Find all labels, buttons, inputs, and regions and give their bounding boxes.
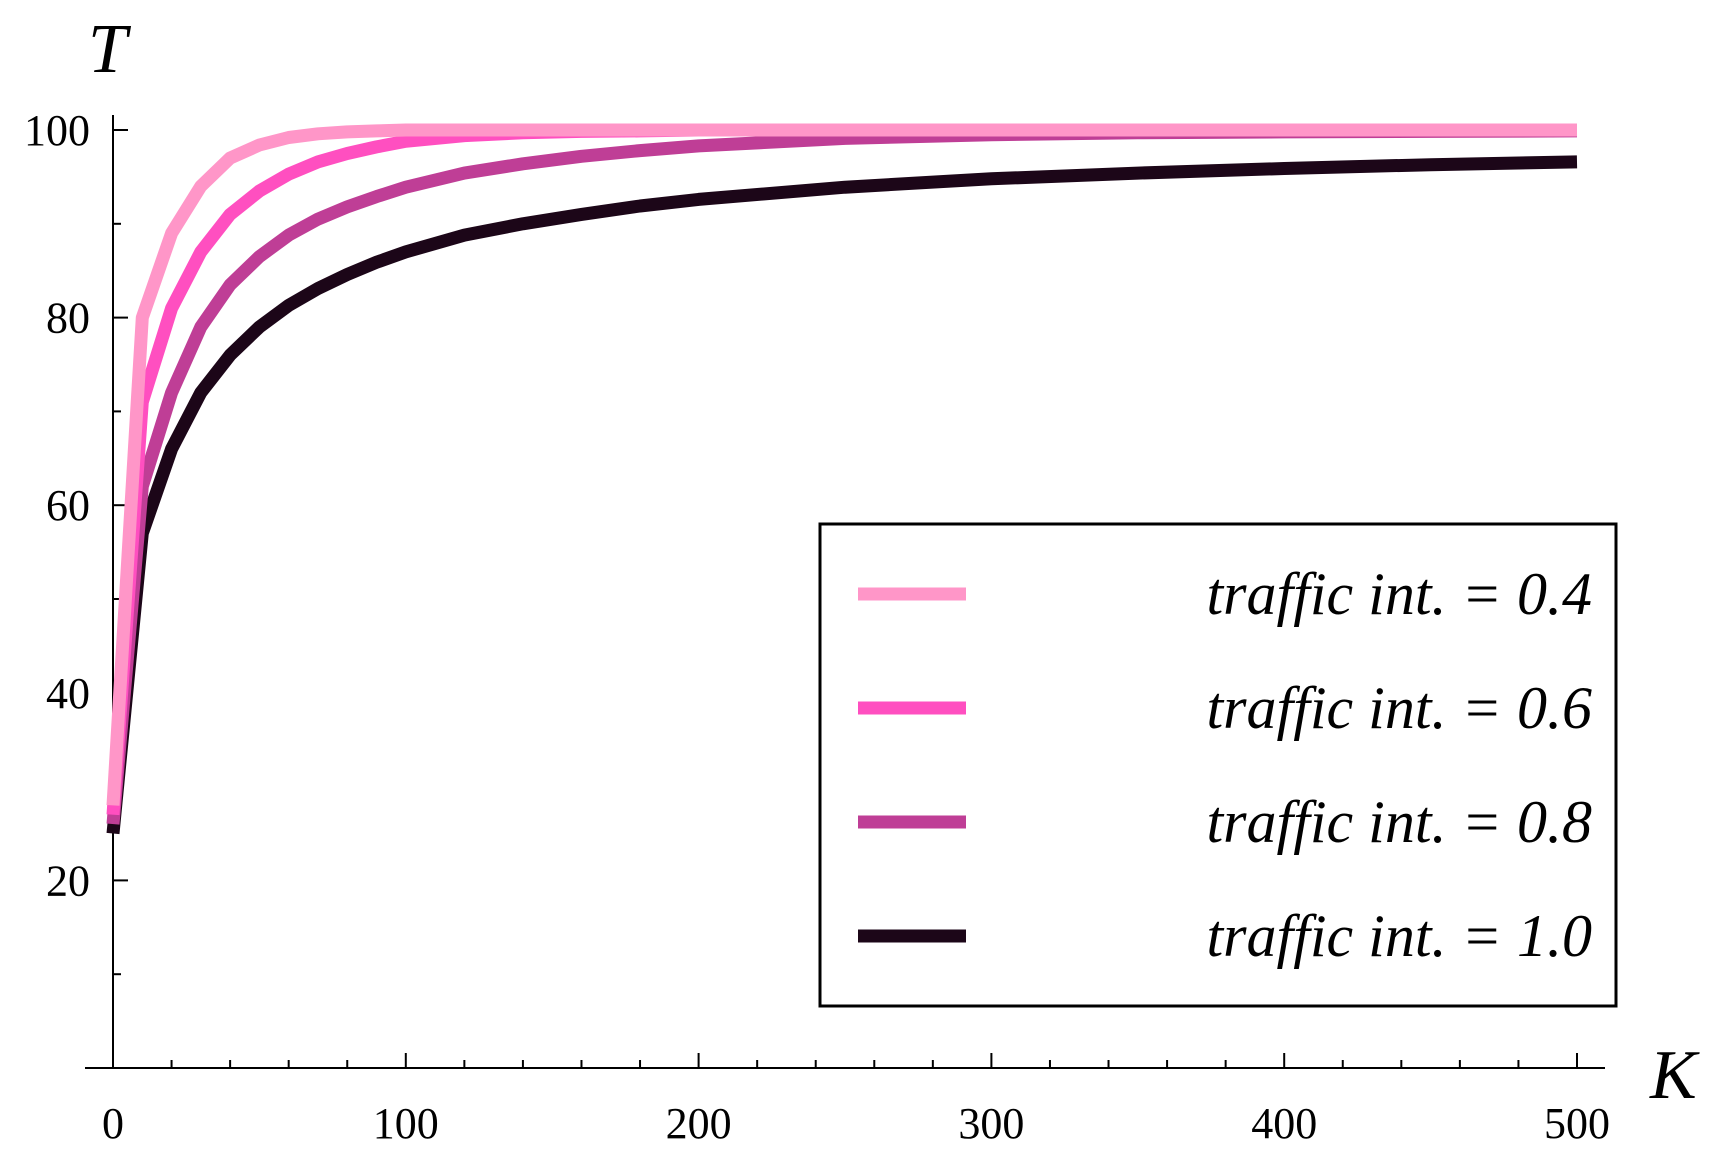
y-tick-label: 60 xyxy=(46,481,90,530)
plot-area xyxy=(106,123,1578,835)
series-line-4 xyxy=(106,155,1578,835)
axes: TK xyxy=(85,11,1700,1114)
x-tick-label: 400 xyxy=(1251,1099,1317,1148)
x-tick-label: 0 xyxy=(102,1099,124,1148)
x-axis-title: K xyxy=(1649,1037,1700,1114)
y-tick-label: 100 xyxy=(24,106,90,155)
y-tick-label: 20 xyxy=(46,856,90,905)
legend-label-2: traffic int. = 0.6 xyxy=(1207,675,1593,741)
legend: traffic int. = 0.4 traffic int. = 0.6 traf… xyxy=(818,522,1618,1008)
series-line-1 xyxy=(106,123,1577,806)
legend-label-3: traffic int. = 0.8 xyxy=(1207,789,1593,855)
y-tick-label: 80 xyxy=(46,294,90,343)
y-tick-label: 40 xyxy=(46,669,90,718)
legend-label-4: traffic int. = 1.0 xyxy=(1207,903,1593,969)
x-tick-label: 300 xyxy=(958,1099,1024,1148)
legend-box xyxy=(818,522,1618,1008)
legend-label-1: traffic int. = 0.4 xyxy=(1207,561,1593,627)
axis-ticks: 0 100 200 300 400 500 20 40 60 80 100 xyxy=(24,106,1610,1148)
x-tick-label: 100 xyxy=(373,1099,439,1148)
y-axis-title: T xyxy=(88,11,132,88)
x-tick-label: 200 xyxy=(666,1099,732,1148)
x-tick-label: 500 xyxy=(1544,1099,1610,1148)
